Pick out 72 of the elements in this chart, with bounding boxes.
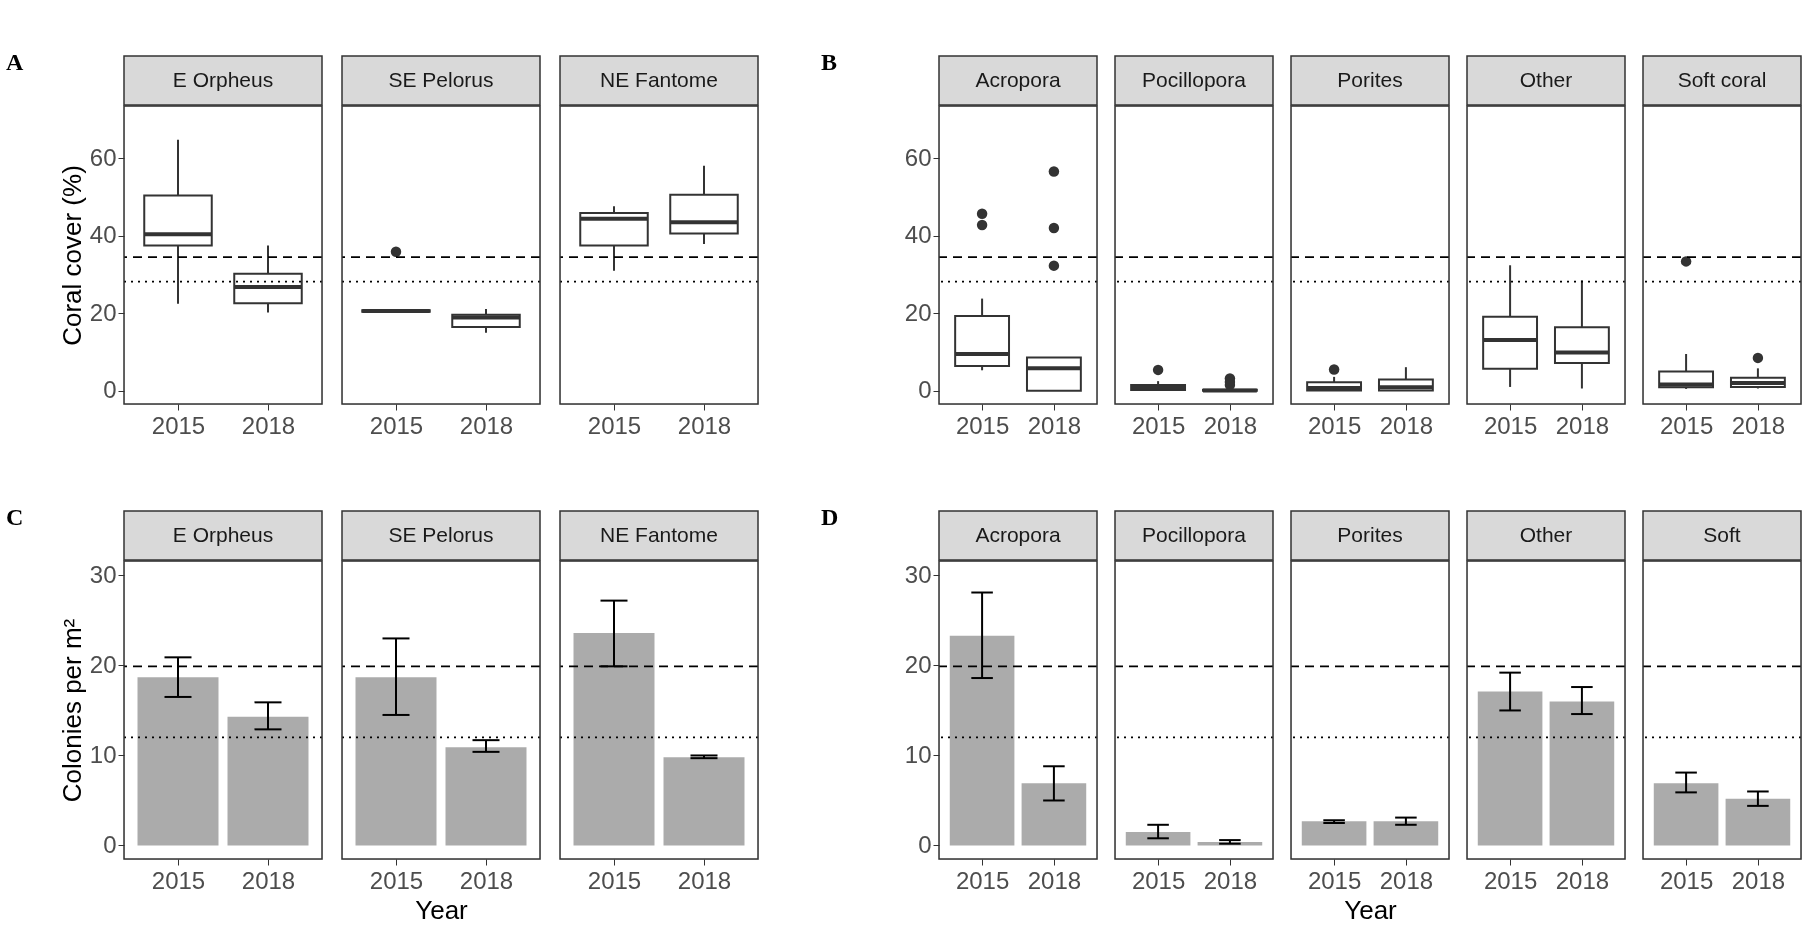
x-axis-title: Year bbox=[415, 894, 469, 925]
chart-title: Pocillopora bbox=[1142, 523, 1247, 546]
y-axis-title: Colonies per m² bbox=[56, 618, 87, 803]
chart-title: Acropora bbox=[975, 523, 1061, 546]
x-tick-label: 2015 bbox=[1307, 411, 1362, 439]
x-tick-label: 2015 bbox=[1659, 411, 1714, 439]
x-tick-label: 2015 bbox=[1659, 866, 1714, 894]
x-axis-title: Year bbox=[1344, 894, 1398, 925]
chart-title: NE Fantome bbox=[600, 68, 718, 91]
x-tick-label: 2015 bbox=[1131, 866, 1186, 894]
x-tick-label: 2018 bbox=[459, 866, 514, 894]
text: D bbox=[821, 504, 839, 530]
y-tick-label: 60 bbox=[89, 143, 117, 171]
x-tick-label: 2018 bbox=[1379, 411, 1434, 439]
x-tick-label: 2018 bbox=[459, 411, 514, 439]
y-tick-label: 20 bbox=[904, 298, 932, 326]
y-tick-label: 0 bbox=[103, 831, 117, 858]
y-tick-label: 30 bbox=[89, 560, 117, 588]
x-tick-label: 2015 bbox=[1307, 866, 1362, 894]
x-tick-label: 2018 bbox=[1379, 866, 1434, 894]
chart-title: E Orpheus bbox=[172, 68, 274, 91]
x-tick-label: 2018 bbox=[1731, 866, 1786, 894]
x-tick-label: 2018 bbox=[677, 866, 732, 894]
x-tick-label: 2015 bbox=[1483, 411, 1538, 439]
x-tick-label: 2018 bbox=[1027, 411, 1082, 439]
x-tick-label: 2015 bbox=[955, 411, 1010, 439]
chart-title: Porites bbox=[1337, 68, 1403, 91]
x-tick-label: 2018 bbox=[1203, 866, 1258, 894]
y-tick-label: 40 bbox=[89, 221, 117, 249]
x-tick-label: 2018 bbox=[1027, 866, 1082, 894]
chart-title: Pocillopora bbox=[1142, 68, 1247, 91]
x-tick-label: 2018 bbox=[1555, 866, 1610, 894]
y-tick-label: 20 bbox=[904, 650, 932, 678]
y-tick-label: 0 bbox=[918, 376, 932, 404]
chart-title: SE Pelorus bbox=[388, 68, 494, 91]
chart-title: Soft bbox=[1703, 523, 1741, 546]
x-tick-label: 2015 bbox=[587, 411, 642, 439]
x-tick-label: 2018 bbox=[1203, 411, 1258, 439]
chart-title: NE Fantome bbox=[600, 523, 718, 546]
y-tick-label: 20 bbox=[89, 298, 117, 326]
chart-title: E Orpheus bbox=[172, 523, 274, 546]
y-tick-label: 0 bbox=[918, 831, 932, 858]
x-tick-label: 2018 bbox=[1555, 411, 1610, 439]
x-tick-label: 2015 bbox=[1483, 866, 1538, 894]
chart-title: SE Pelorus bbox=[388, 523, 494, 546]
y-tick-label: 40 bbox=[904, 221, 932, 249]
text: B bbox=[821, 49, 838, 75]
y-axis-title: Coral cover (%) bbox=[56, 165, 87, 346]
x-tick-label: 2015 bbox=[151, 411, 206, 439]
x-tick-label: 2015 bbox=[151, 866, 206, 894]
chart-title: Soft coral bbox=[1677, 68, 1767, 91]
x-tick-label: 2018 bbox=[1731, 411, 1786, 439]
x-tick-label: 2015 bbox=[369, 866, 424, 894]
x-tick-label: 2015 bbox=[955, 866, 1010, 894]
text: C bbox=[6, 504, 24, 530]
x-tick-label: 2015 bbox=[587, 866, 642, 894]
y-tick-label: 10 bbox=[904, 740, 932, 768]
x-tick-label: 2018 bbox=[241, 866, 296, 894]
y-tick-label: 60 bbox=[904, 143, 932, 171]
chart-title: Other bbox=[1519, 68, 1573, 91]
text: A bbox=[6, 49, 24, 75]
y-tick-label: 0 bbox=[103, 376, 117, 404]
x-tick-label: 2015 bbox=[369, 411, 424, 439]
chart-title: Porites bbox=[1337, 523, 1403, 546]
y-tick-label: 10 bbox=[89, 740, 117, 768]
chart-title: Other bbox=[1519, 523, 1573, 546]
chart-title: Acropora bbox=[975, 68, 1061, 91]
x-tick-label: 2018 bbox=[241, 411, 296, 439]
y-tick-label: 30 bbox=[904, 560, 932, 588]
x-tick-label: 2018 bbox=[677, 411, 732, 439]
x-tick-label: 2015 bbox=[1131, 411, 1186, 439]
y-tick-label: 20 bbox=[89, 650, 117, 678]
